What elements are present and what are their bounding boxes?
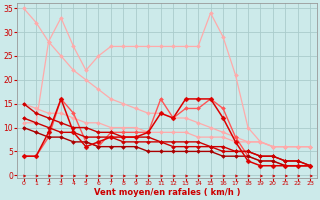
X-axis label: Vent moyen/en rafales ( km/h ): Vent moyen/en rafales ( km/h ) bbox=[94, 188, 240, 197]
